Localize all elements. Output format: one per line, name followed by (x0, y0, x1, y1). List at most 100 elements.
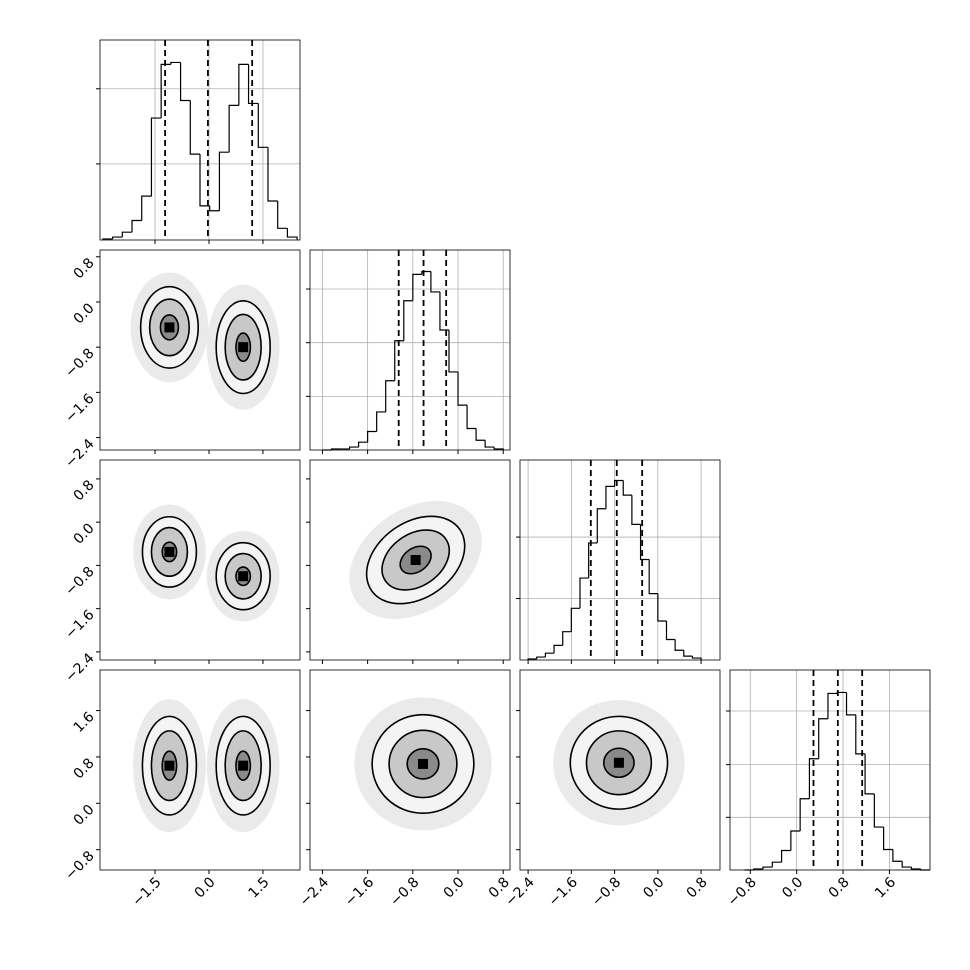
x-tick-label: 0.0 (441, 874, 468, 901)
y-tick-label: 0.0 (71, 300, 98, 327)
panel-frame (99, 459, 301, 661)
density-panel (133, 699, 280, 833)
histogram-bin (357, 441, 368, 448)
histogram-bin (562, 631, 572, 646)
density-peak (238, 342, 249, 353)
y-tick-label: 0.0 (71, 802, 98, 829)
y-tick-label: 0.8 (71, 477, 98, 504)
histogram-bin (691, 656, 702, 660)
histogram-bin (536, 656, 546, 660)
y-tick-label: −0.8 (62, 848, 97, 883)
histogram-bin (421, 270, 431, 275)
histogram-bin (484, 440, 495, 448)
histogram-bin (864, 753, 875, 795)
histogram-bin (883, 827, 893, 851)
histogram-bin (111, 236, 123, 240)
histogram-bin (493, 447, 504, 450)
density-peak (417, 758, 428, 769)
histogram-bin (228, 104, 239, 153)
histogram-bin (605, 485, 615, 509)
histogram-bin (385, 380, 395, 412)
x-tick-label: 0.0 (192, 874, 219, 901)
x-tick-label: −1.6 (546, 874, 581, 909)
y-tick-label: 0.0 (71, 521, 98, 548)
panel-frame (309, 669, 511, 871)
panel-frame (519, 669, 721, 871)
x-tick-label: 0.0 (779, 874, 806, 901)
panel-frame (99, 39, 301, 241)
histogram-bin (683, 650, 693, 657)
histogram-bin (247, 64, 259, 105)
x-tick-label: 0.8 (684, 874, 711, 901)
x-tick-label: 1.5 (246, 874, 273, 901)
histogram-bin (466, 405, 477, 430)
histogram-bin (790, 830, 801, 851)
panel-frame (519, 459, 721, 661)
histogram-bin (121, 231, 133, 238)
density-panel (349, 501, 482, 619)
histogram-bin (199, 154, 210, 207)
histogram-bin (439, 291, 449, 331)
density-peak (410, 555, 421, 565)
histogram-bin (588, 542, 598, 579)
x-tick-label: −0.8 (589, 874, 624, 909)
x-tick-label: −0.8 (387, 874, 422, 909)
histogram-bin (553, 644, 563, 654)
density-panel (553, 700, 685, 826)
histogram-bin (808, 758, 819, 799)
histogram-bin (579, 577, 589, 609)
x-tick-label: 1.6 (872, 874, 899, 901)
histogram-bin (855, 714, 866, 755)
histogram-bin (448, 330, 459, 373)
histogram-bin (827, 692, 838, 719)
histogram-bin (150, 117, 162, 197)
histogram-bin (277, 200, 288, 229)
histogram-bin (141, 195, 152, 221)
histogram-bin (367, 430, 377, 443)
histogram-bin (780, 849, 791, 863)
histogram-bin (892, 849, 903, 862)
histogram-bin (613, 479, 624, 487)
histogram-bin (131, 219, 142, 233)
histogram-bin (475, 428, 486, 441)
density-peak (613, 757, 624, 768)
histogram-bin (286, 228, 298, 240)
histogram-bin (570, 607, 580, 632)
y-tick-label: −2.4 (62, 436, 97, 471)
density-peak (164, 546, 175, 557)
y-tick-label: −0.8 (62, 346, 97, 381)
histogram-bin (901, 861, 912, 868)
histogram-bin (160, 63, 171, 119)
panel-frame (309, 459, 511, 661)
x-tick-label: −2.4 (502, 874, 537, 909)
x-tick-label: −0.8 (725, 874, 760, 909)
histogram-bin (189, 100, 200, 155)
histogram-bin (631, 495, 641, 525)
y-tick-label: −0.8 (62, 564, 97, 599)
x-tick-label: −1.5 (129, 874, 164, 909)
histogram-bin (348, 446, 359, 450)
y-tick-label: 1.6 (71, 709, 98, 736)
histogram-bin (910, 867, 921, 870)
density-panel (133, 504, 280, 622)
y-tick-label: −2.4 (62, 650, 97, 685)
density-peak (238, 571, 249, 582)
histogram-bin (457, 371, 468, 406)
histogram-bin (430, 271, 440, 293)
histogram-bin (170, 61, 181, 65)
density-peak (238, 760, 249, 771)
histogram-bin (257, 103, 268, 148)
x-tick-label: −1.6 (342, 874, 377, 909)
panel-frame (99, 249, 301, 451)
histogram-bin (622, 480, 632, 496)
y-tick-label: −1.6 (62, 391, 97, 426)
density-peak (164, 760, 175, 771)
histogram-bin (218, 151, 230, 211)
x-tick-label: −2.4 (297, 874, 332, 909)
histogram-bin (665, 620, 676, 641)
histogram-bin (799, 798, 810, 831)
histogram-bin (657, 593, 667, 622)
density-panel (354, 697, 492, 831)
histogram-bin (403, 300, 413, 341)
